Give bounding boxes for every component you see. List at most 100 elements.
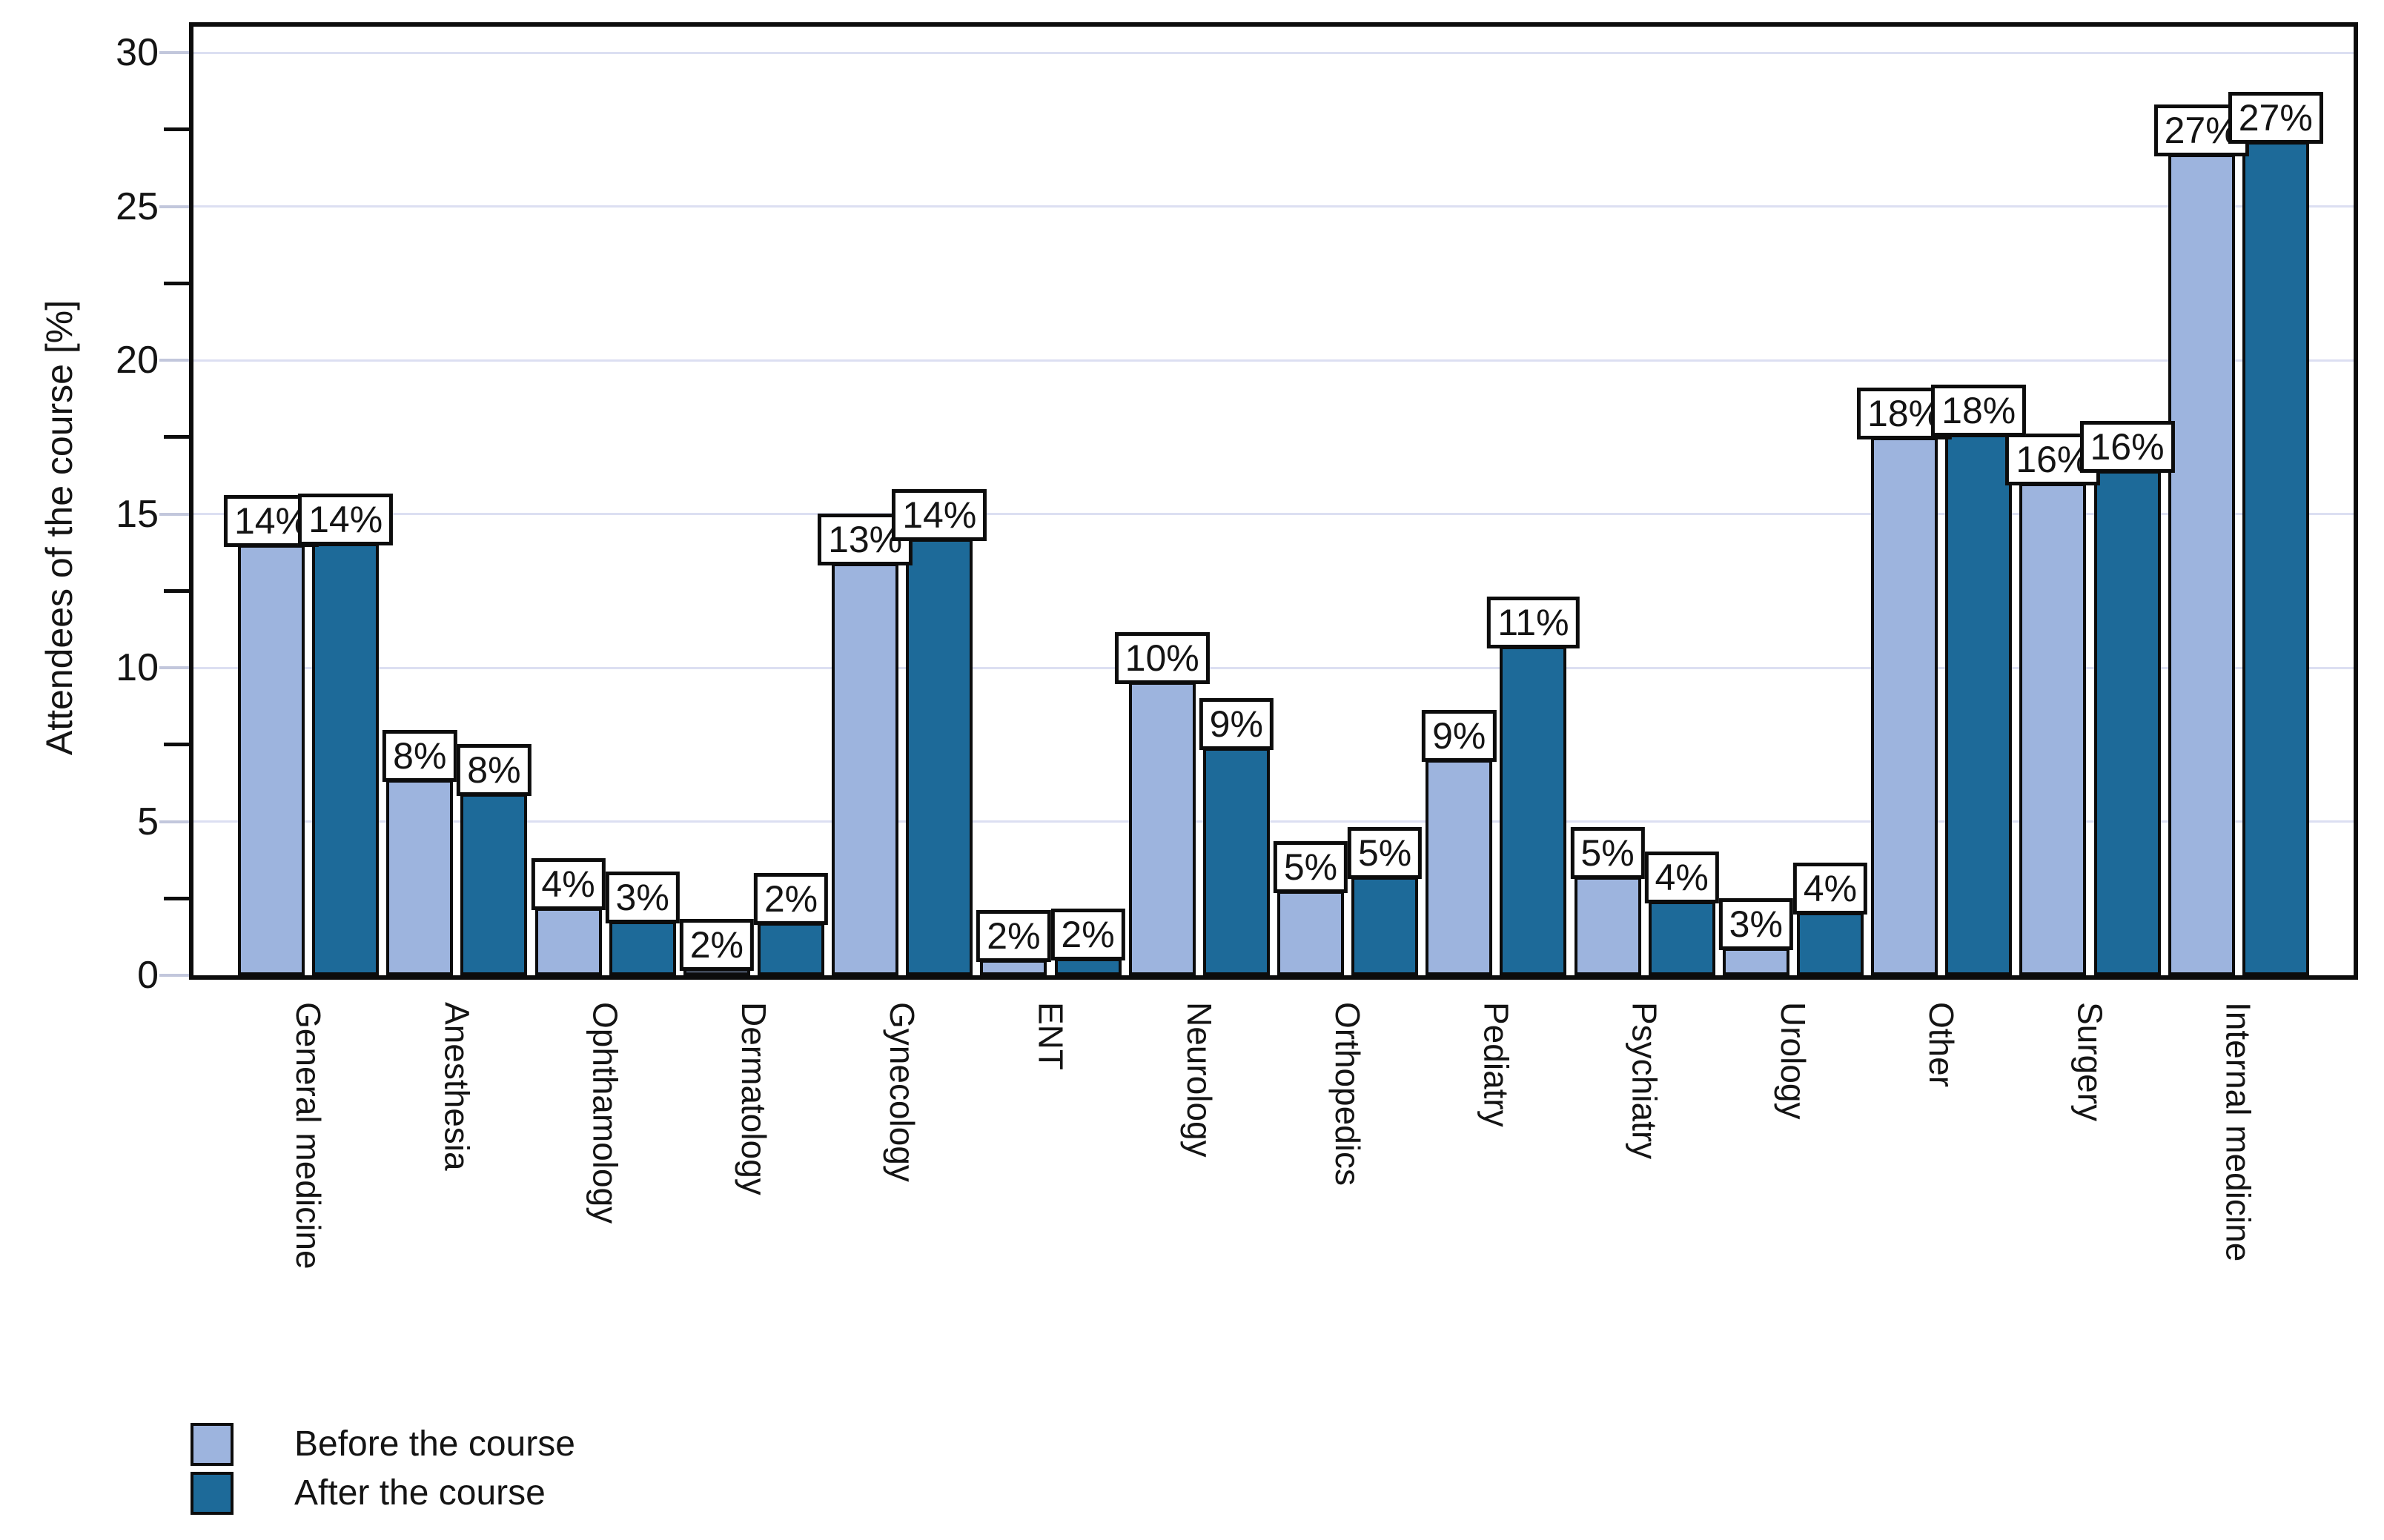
y-tick-label-30: 30	[116, 31, 159, 74]
bar-before-internal-medicine	[2168, 154, 2235, 975]
bar-value-label: 16%	[2079, 421, 2175, 473]
bar-value-label: 2%	[1050, 909, 1125, 960]
bar-before-gynecology	[832, 563, 899, 975]
y-tick-label-10: 10	[116, 646, 159, 689]
x-label-other: Other	[1922, 1002, 1961, 1088]
bar-before-pediatry	[1426, 760, 1493, 975]
bar-value-label: 11%	[1487, 597, 1580, 648]
bar-value-label: 2%	[976, 910, 1051, 962]
bar-value-label: 14%	[892, 489, 987, 541]
bar-after-dermatology	[757, 923, 824, 975]
gridline-5	[193, 820, 2354, 823]
bar-value-label: 10%	[1114, 632, 1210, 684]
bar-after-gynecology	[906, 539, 973, 975]
bar-value-label: 18%	[1931, 385, 2027, 437]
y-tick-label-0: 0	[137, 954, 159, 997]
major-tick-30	[159, 51, 189, 54]
bar-after-urology	[1796, 912, 1864, 975]
x-label-urology: Urology	[1773, 1002, 1812, 1120]
legend-swatch-after-the-course	[191, 1472, 234, 1515]
bar-after-other	[1945, 434, 2013, 975]
x-label-ophthamology: Ophthamology	[586, 1002, 625, 1224]
gridline-10	[193, 666, 2354, 669]
bar-value-label: 3%	[1718, 898, 1793, 950]
legend-label-after-the-course: After the course	[294, 1473, 546, 1513]
y-tick-label-25: 25	[116, 185, 159, 228]
legend-swatch-before-the-course	[191, 1423, 234, 1466]
x-label-dermatology: Dermatology	[734, 1002, 773, 1195]
bar-value-label: 5%	[1273, 841, 1348, 893]
major-tick-25	[159, 205, 189, 208]
bar-after-anesthesia	[460, 794, 528, 975]
bar-value-label: 8%	[383, 730, 457, 782]
major-tick-0	[159, 974, 189, 977]
bar-value-label: 27%	[2228, 92, 2323, 144]
x-label-orthopedics: Orthopedics	[1328, 1002, 1368, 1186]
bar-value-label: 4%	[531, 858, 606, 910]
minor-tick-12.5	[164, 588, 189, 593]
bar-value-label: 2%	[753, 873, 829, 925]
bar-after-psychiatry	[1648, 901, 1715, 975]
bar-after-ent	[1054, 958, 1122, 975]
gridline-15	[193, 513, 2354, 515]
bar-before-ophthamology	[534, 908, 602, 975]
minor-tick-7.5	[164, 743, 189, 747]
bar-value-label: 9%	[1422, 710, 1497, 762]
plot-inner: 14% 8% 4% 2% 13% 2% 10% 5% 9% 5% 3% 18% 16% 27% 14% 8% 3…	[159, 27, 2354, 977]
x-label-neurology: Neurology	[1179, 1002, 1219, 1158]
x-label-gynecology: Gynecology	[883, 1002, 922, 1182]
legend-label-before-the-course: Before the course	[294, 1424, 575, 1464]
y-tick-label-5: 5	[137, 800, 159, 843]
bar-before-surgery	[2019, 483, 2087, 975]
x-label-pediatry: Pediatry	[1477, 1002, 1516, 1127]
bar-after-pediatry	[1500, 646, 1567, 975]
bar-value-label: 4%	[1792, 863, 1868, 915]
major-tick-5	[159, 820, 189, 823]
major-tick-15	[159, 512, 189, 516]
minor-tick-22.5	[164, 281, 189, 285]
minor-tick-2.5	[164, 896, 189, 900]
bar-value-label: 4%	[1644, 852, 1719, 903]
minor-tick-17.5	[164, 435, 189, 439]
bar-after-ophthamology	[609, 921, 676, 975]
bar-value-label: 8%	[457, 744, 532, 796]
bar-before-psychiatry	[1574, 877, 1641, 975]
bar-after-internal-medicine	[2242, 142, 2309, 975]
bar-value-label: 3%	[605, 872, 680, 923]
plot-area: 14% 8% 4% 2% 13% 2% 10% 5% 9% 5% 3% 18% 16% 27% 14% 8% 3…	[159, 22, 2358, 980]
legend: Before the course After the course	[191, 1423, 575, 1521]
x-label-psychiatry: Psychiatry	[1625, 1002, 1664, 1160]
x-label-surgery: Surgery	[2070, 1002, 2110, 1122]
x-label-general-medicine: General medicine	[289, 1002, 328, 1269]
bar-before-urology	[1722, 948, 1789, 975]
bar-before-anesthesia	[386, 780, 454, 975]
major-tick-10	[159, 666, 189, 669]
minor-tick-27.5	[164, 127, 189, 132]
bar-after-orthopedics	[1351, 877, 1419, 975]
bar-value-label: 9%	[1199, 698, 1274, 750]
bar-before-ent	[980, 960, 1047, 975]
x-label-anesthesia: Anesthesia	[437, 1002, 477, 1171]
legend-item-after-the-course: After the course	[191, 1472, 575, 1515]
bar-before-orthopedics	[1277, 891, 1344, 975]
gridline-20	[193, 359, 2354, 362]
gridline-30	[193, 51, 2354, 54]
legend-item-before-the-course: Before the course	[191, 1423, 575, 1466]
bar-value-label: 5%	[1570, 827, 1645, 879]
x-label-ent: ENT	[1031, 1002, 1070, 1070]
bar-after-neurology	[1202, 748, 1270, 975]
major-tick-20	[159, 359, 189, 362]
bar-before-neurology	[1128, 682, 1196, 975]
bar-before-other	[1871, 437, 1938, 975]
bar-value-label: 27%	[2153, 104, 2249, 156]
y-tick-label-20: 20	[116, 339, 159, 382]
bar-value-label: 2%	[679, 919, 754, 971]
y-tick-label-15: 15	[116, 492, 159, 536]
bar-after-surgery	[2093, 471, 2161, 975]
bar-value-label: 5%	[1347, 827, 1423, 879]
bar-after-general-medicine	[312, 543, 380, 975]
x-label-internal-medicine: Internal medicine	[2219, 1002, 2258, 1262]
bar-value-label: 14%	[298, 494, 394, 545]
gridline-25	[193, 205, 2354, 208]
